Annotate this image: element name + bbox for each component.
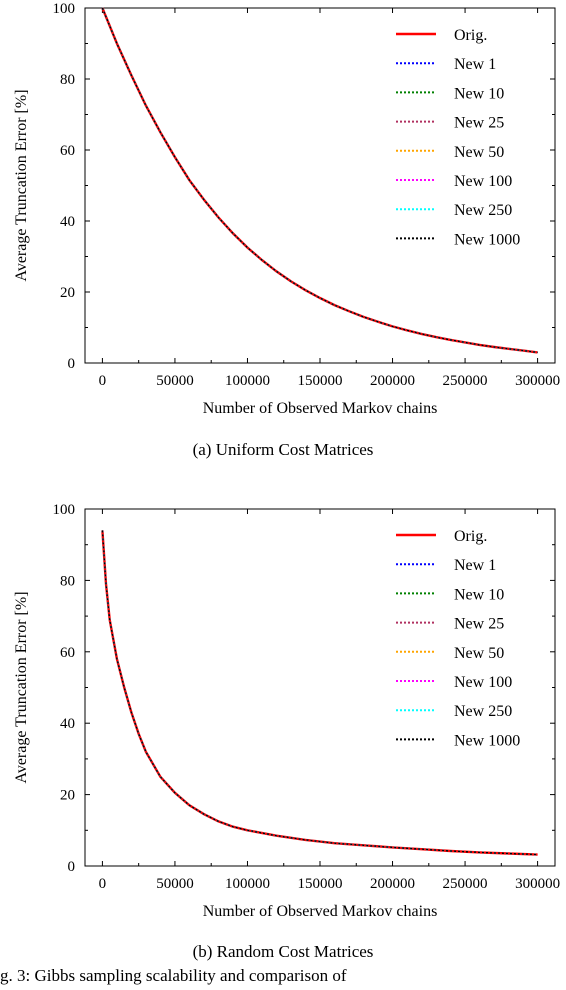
series-line-new-1000 (101, 530, 538, 856)
legend-label: New 100 (454, 674, 512, 691)
legend-label: New 10 (454, 586, 504, 603)
x-tick-label: 150000 (298, 876, 343, 892)
legend-label: New 1 (454, 56, 496, 73)
legend-label: New 250 (454, 202, 512, 219)
x-tick-label: 0 (99, 373, 107, 389)
series-line-new-10 (101, 530, 538, 856)
y-tick-label: 20 (60, 285, 75, 301)
y-tick-label: 80 (60, 573, 75, 589)
y-tick-label: 80 (60, 72, 75, 88)
legend-label: New 1000 (454, 732, 520, 749)
x-tick-label: 250000 (443, 373, 488, 389)
x-tick-label: 300000 (515, 876, 560, 892)
legend-label: Orig. (454, 528, 487, 545)
legend-label: New 100 (454, 173, 512, 190)
series-line-new-250 (101, 530, 538, 856)
caption-b: (b) Random Cost Matrices (192, 942, 374, 961)
legend-label: New 10 (454, 85, 504, 102)
x-tick-label: 200000 (370, 373, 415, 389)
legend-label: New 1000 (454, 231, 520, 248)
x-tick-label: 150000 (298, 373, 343, 389)
y-tick-label: 40 (60, 214, 75, 230)
x-axis-label: Number of Observed Markov chains (203, 400, 438, 417)
legend-label: New 1 (454, 557, 496, 574)
series-line-new-25 (101, 530, 538, 856)
chart-panel-a: 0 20 40 60 80 100 0 50000 100000 150000 200000 2500… (13, 1, 560, 417)
series-line-new-100 (101, 530, 538, 856)
series-line-new-50 (101, 530, 538, 856)
legend-label: New 50 (454, 645, 504, 662)
y-tick-label: 100 (53, 1, 76, 17)
legend-label: New 250 (454, 703, 512, 720)
series-line-new-1 (101, 530, 538, 856)
y-tick-label: 60 (60, 143, 75, 159)
y-axis-label: Average Truncation Error [%] (13, 591, 30, 783)
x-tick-label: 50000 (156, 876, 194, 892)
legend-label: New 25 (454, 616, 504, 633)
x-tick-label: 50000 (156, 373, 194, 389)
x-tick-label: 200000 (370, 876, 415, 892)
legend-label: New 25 (454, 115, 504, 132)
legend-label: New 50 (454, 144, 504, 161)
x-tick-label: 250000 (443, 876, 488, 892)
chart-panel-b: 0 20 40 60 80 100 0 50000 100000 150000 200000 2500… (13, 502, 560, 920)
y-tick-label: 0 (68, 859, 76, 875)
series-line-orig (101, 530, 538, 856)
legend-label: Orig. (454, 27, 487, 44)
y-tick-label: 60 (60, 645, 75, 661)
footer-caption-fragment: g. 3: Gibbs sampling scalability and com… (0, 966, 347, 985)
y-tick-label: 20 (60, 788, 75, 804)
series-line-new-1000 (101, 7, 538, 354)
x-tick-label: 0 (99, 876, 107, 892)
caption-a: (a) Uniform Cost Matrices (192, 440, 374, 459)
x-tick-label: 100000 (225, 876, 270, 892)
y-tick-label: 40 (60, 716, 75, 732)
x-tick-label: 300000 (515, 373, 560, 389)
x-axis-label: Number of Observed Markov chains (203, 903, 438, 920)
y-axis-label: Average Truncation Error [%] (13, 89, 30, 281)
y-tick-label: 100 (53, 502, 76, 518)
y-tick-label: 0 (68, 356, 76, 372)
x-tick-label: 100000 (225, 373, 270, 389)
